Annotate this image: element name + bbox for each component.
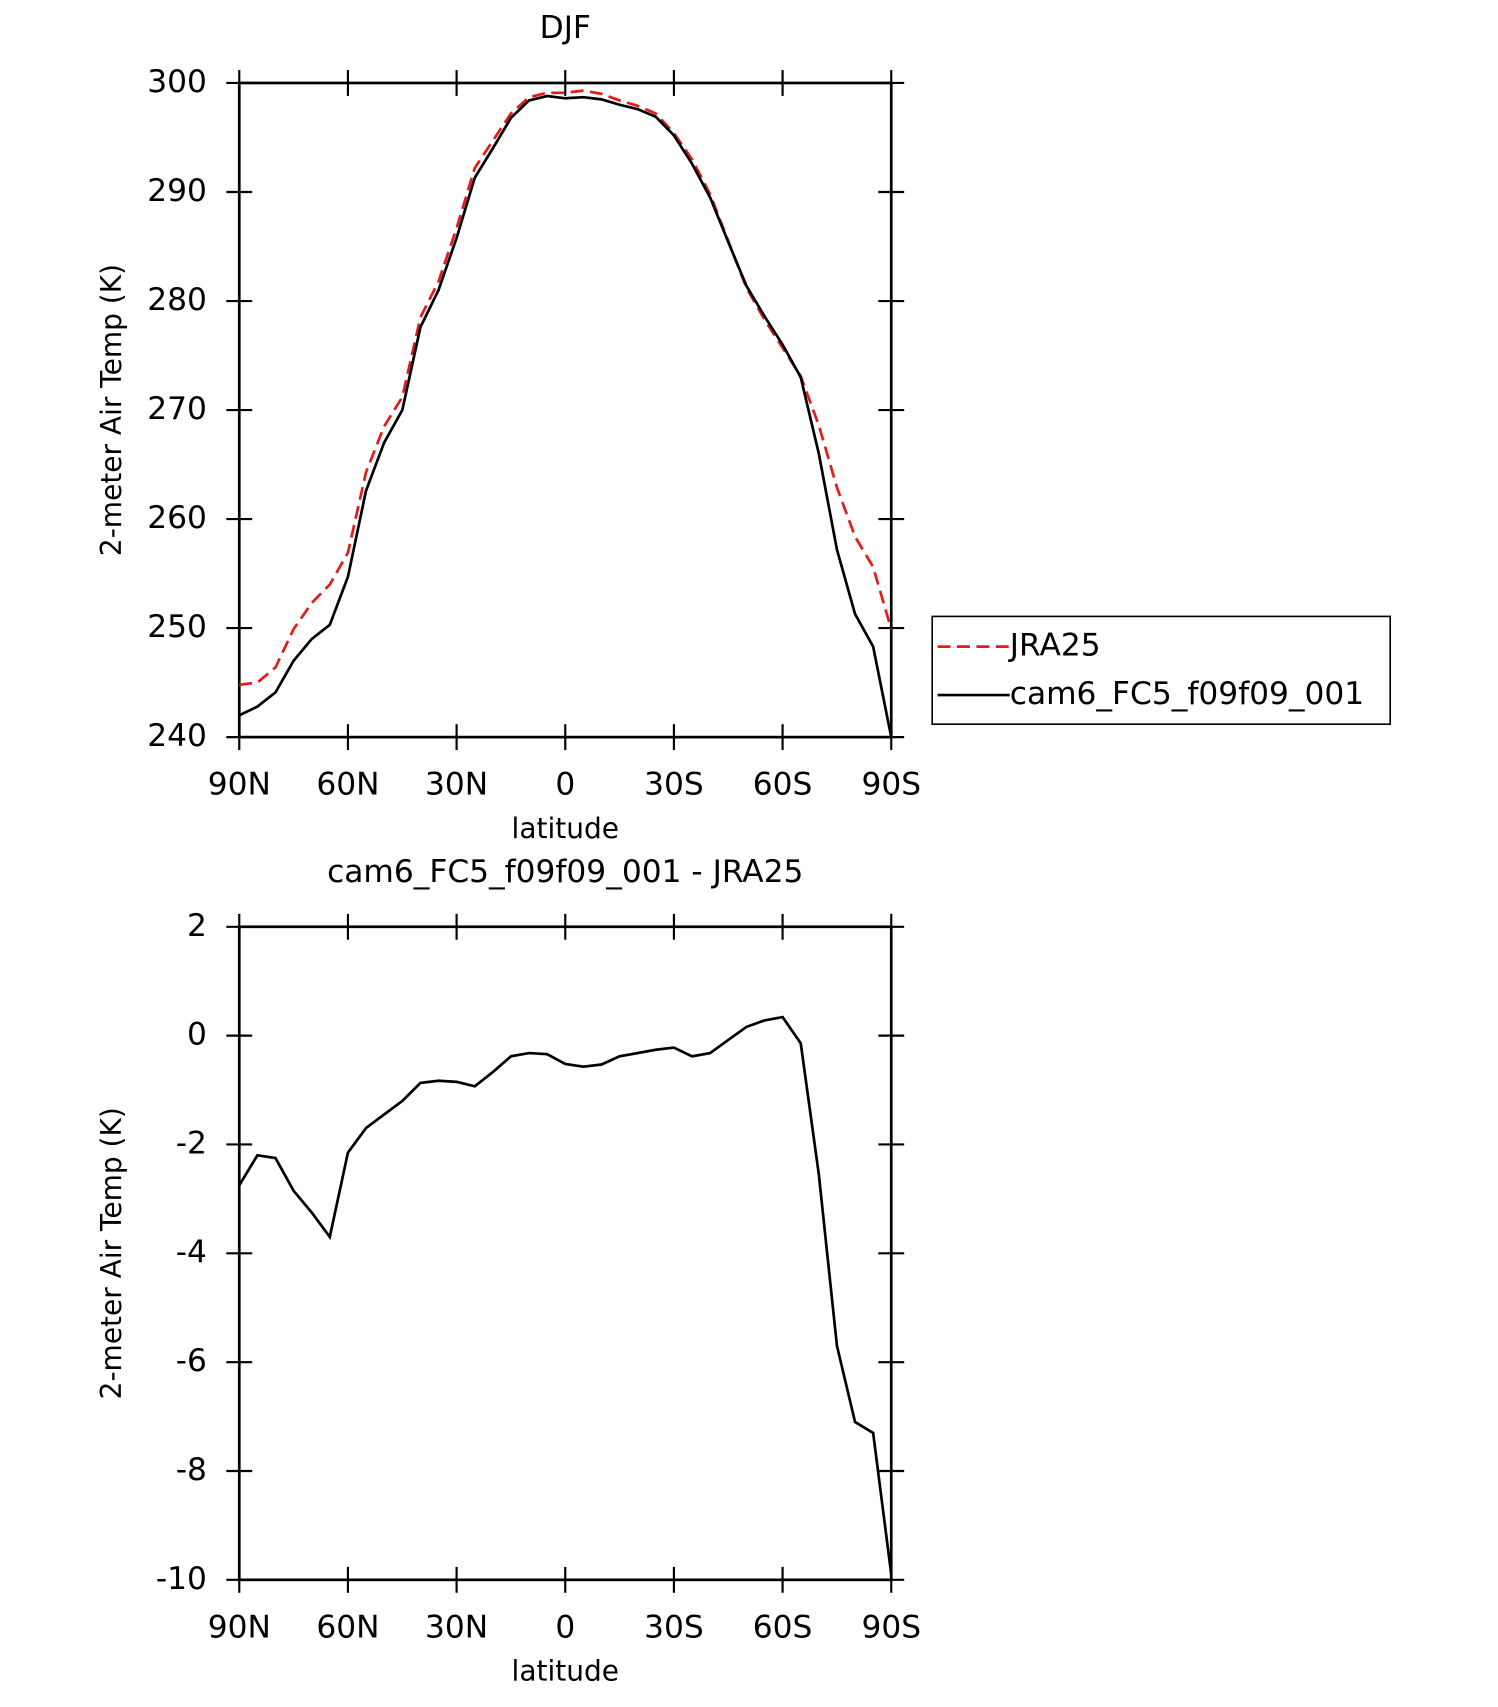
chart-title: cam6_FC5_f09f09_001 - JRA25 [327,854,803,890]
x-axis-label: latitude [512,812,619,845]
legend-box [931,615,1392,725]
y-tick-label: 240 [147,718,207,754]
y-tick-label: 0 [187,1017,207,1053]
chart-title: DJF [540,10,591,46]
x-axis-label: latitude [512,1655,619,1688]
x-tick-label: 90S [861,1609,921,1645]
x-tick-label: 90S [861,767,921,803]
x-tick-label: 90N [208,767,271,803]
x-tick-label: 30N [425,767,488,803]
y-tick-label: -6 [176,1343,207,1379]
y-tick-label: -4 [176,1234,207,1270]
y-tick-label: 250 [147,609,207,645]
plot-frame [237,925,893,1582]
x-tick-label: 60S [753,1609,813,1645]
y-tick-label: -2 [176,1125,207,1161]
y-tick-label: 290 [147,173,207,209]
y-tick-label: 2 [187,908,207,944]
series-line [238,1015,893,1575]
y-tick-label: 270 [147,391,207,427]
y-tick-label: 260 [147,500,207,536]
x-tick-label: 0 [555,767,575,803]
series-line [239,89,893,687]
y-tick-label: 280 [147,282,207,318]
x-tick-label: 30N [425,1609,488,1645]
series-line [238,94,893,738]
y-axis-label: 2-meter Air Temp (K) [95,1107,128,1399]
x-tick-label: 30S [644,1609,704,1645]
x-tick-label: 60S [753,767,813,803]
y-tick-label: -10 [156,1561,207,1597]
y-tick-label: -8 [176,1452,207,1488]
plot-frame [237,81,893,739]
legend-label: cam6_FC5_f09f09_001 [1010,676,1364,712]
x-tick-label: 90N [208,1609,271,1645]
x-tick-label: 0 [555,1609,575,1645]
x-tick-label: 60N [316,1609,379,1645]
x-tick-label: 30S [644,767,704,803]
y-axis-label: 2-meter Air Temp (K) [95,264,128,556]
legend-label: JRA25 [1008,628,1101,664]
y-tick-label: 300 [147,64,207,100]
x-tick-label: 60N [316,767,379,803]
